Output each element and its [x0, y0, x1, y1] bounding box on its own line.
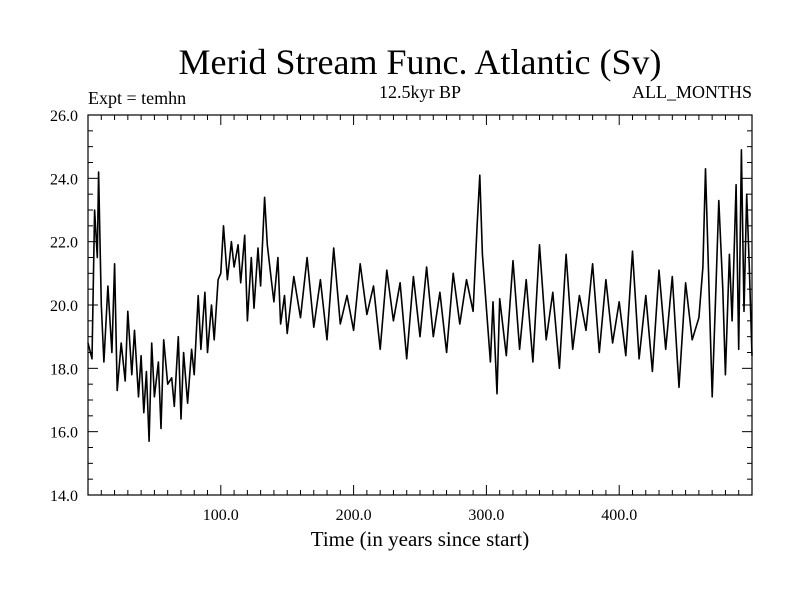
- y-tick-label: 16.0: [50, 425, 78, 442]
- y-tick-label: 22.0: [50, 235, 78, 252]
- y-tick-label: 20.0: [50, 298, 78, 315]
- x-tick-label: 300.0: [468, 507, 504, 524]
- y-tick-label: 26.0: [50, 108, 78, 125]
- y-tick-label: 18.0: [50, 361, 78, 378]
- axes: 100.0 200.0 300.0 400.0 14.0 16.0 18.0 20.0 22.0…: [50, 108, 752, 524]
- y-tick-label: 14.0: [50, 488, 78, 505]
- period-label: 12.5kyr BP: [379, 82, 461, 102]
- x-tick-label: 400.0: [601, 507, 637, 524]
- x-tick-label: 200.0: [336, 507, 372, 524]
- chart-title: Merid Stream Func. Atlantic (Sv): [179, 42, 662, 82]
- series-line: [87, 149, 753, 443]
- series-layer: [87, 149, 753, 443]
- experiment-label: Expt = temhn: [88, 88, 186, 108]
- months-label: ALL_MONTHS: [632, 82, 752, 102]
- y-tick-label: 24.0: [50, 171, 78, 188]
- x-axis-label: Time (in years since start): [311, 527, 530, 551]
- plot-frame: [87, 114, 753, 496]
- x-tick-label: 100.0: [203, 507, 239, 524]
